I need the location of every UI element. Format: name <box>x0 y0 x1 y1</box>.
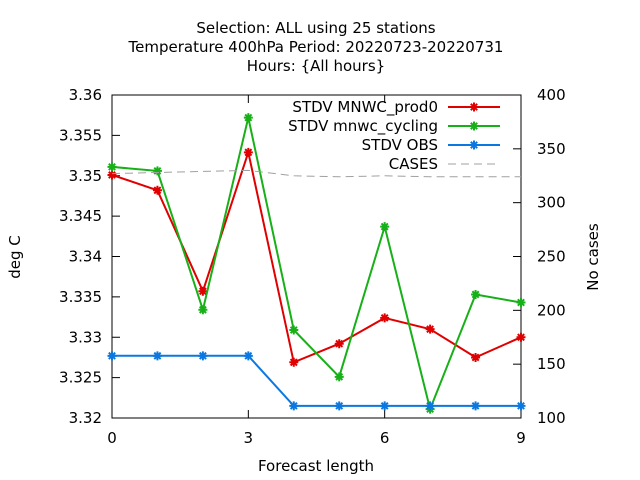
data-point <box>152 185 162 195</box>
series-1 <box>107 113 526 414</box>
data-point <box>516 401 526 411</box>
data-point <box>289 401 299 411</box>
data-point <box>198 351 208 361</box>
series-line <box>111 169 521 178</box>
y-tick-label: 3.36 <box>69 86 102 104</box>
y2-axis-label: No cases <box>584 223 602 291</box>
data-point <box>107 170 117 180</box>
data-point <box>152 351 162 361</box>
legend-label: CASES <box>389 155 438 173</box>
series-line <box>111 148 522 364</box>
y-tick-label: 3.335 <box>59 288 102 306</box>
plot-area <box>111 94 522 419</box>
data-point <box>471 401 481 411</box>
data-point <box>289 357 299 367</box>
y2-tick-label: 250 <box>537 248 566 266</box>
data-point <box>334 372 344 382</box>
series-0 <box>107 147 526 367</box>
plot-frame <box>111 94 522 419</box>
y-tick-label: 3.35 <box>69 167 102 185</box>
legend-label: STDV OBS <box>362 136 438 154</box>
y-tick-label: 3.33 <box>69 328 102 346</box>
y-tick-label: 3.32 <box>69 409 102 427</box>
y-tick-label: 3.345 <box>59 207 102 225</box>
y-tick-label: 3.34 <box>69 248 102 266</box>
y2-tick-label: 400 <box>537 86 566 104</box>
data-point <box>334 401 344 411</box>
title-line-2: Temperature 400hPa Period: 20220723-2022… <box>128 38 504 56</box>
y2-tick-label: 350 <box>537 140 566 158</box>
y2-tick-label: 100 <box>537 409 566 427</box>
data-point <box>243 351 253 361</box>
x-tick-label: 6 <box>380 429 390 447</box>
data-point <box>425 401 435 411</box>
chart-title: Selection: ALL using 25 stations Tempera… <box>128 19 504 75</box>
series-line <box>112 354 521 407</box>
legend-label: STDV MNWC_prod0 <box>292 98 438 117</box>
data-point <box>471 352 481 362</box>
y2-tick-label: 200 <box>537 301 566 319</box>
data-point <box>334 339 344 349</box>
x-tick-label: 0 <box>107 429 117 447</box>
y-axis-label: deg C <box>6 235 24 279</box>
data-point <box>243 113 253 123</box>
data-point <box>152 166 162 176</box>
data-point <box>243 147 253 157</box>
legend-marker <box>469 102 479 112</box>
data-point <box>516 332 526 342</box>
data-point <box>380 313 390 323</box>
x-tick-label: 9 <box>516 429 526 447</box>
y2-tick-label: 150 <box>537 355 566 373</box>
series-line <box>111 117 522 413</box>
data-point <box>380 401 390 411</box>
legend-marker <box>469 140 479 150</box>
data-point <box>471 289 481 299</box>
series-3 <box>111 169 521 178</box>
title-line-3: Hours: {All hours} <box>247 57 385 75</box>
x-axis-label: Forecast length <box>258 457 374 475</box>
data-point <box>425 324 435 334</box>
legend-label: STDV mnwc_cycling <box>288 117 438 136</box>
data-point <box>380 222 390 232</box>
series-2 <box>107 351 526 411</box>
y-tick-label: 3.355 <box>59 126 102 144</box>
tick-labels: 3.32 3.325 3.33 3.335 3.34 3.345 3.35 3.355 3.36… <box>59 86 566 447</box>
y2-tick-label: 300 <box>537 194 566 212</box>
data-point <box>289 325 299 335</box>
data-point <box>107 351 117 361</box>
title-line-1: Selection: ALL using 25 stations <box>196 19 435 37</box>
y-tick-label: 3.325 <box>59 369 102 387</box>
x-tick-label: 3 <box>244 429 254 447</box>
legend-marker <box>469 121 479 131</box>
data-point <box>516 298 526 308</box>
data-point <box>198 305 208 315</box>
data-point <box>107 162 117 172</box>
data-point <box>198 286 208 296</box>
series-layer <box>107 113 526 414</box>
